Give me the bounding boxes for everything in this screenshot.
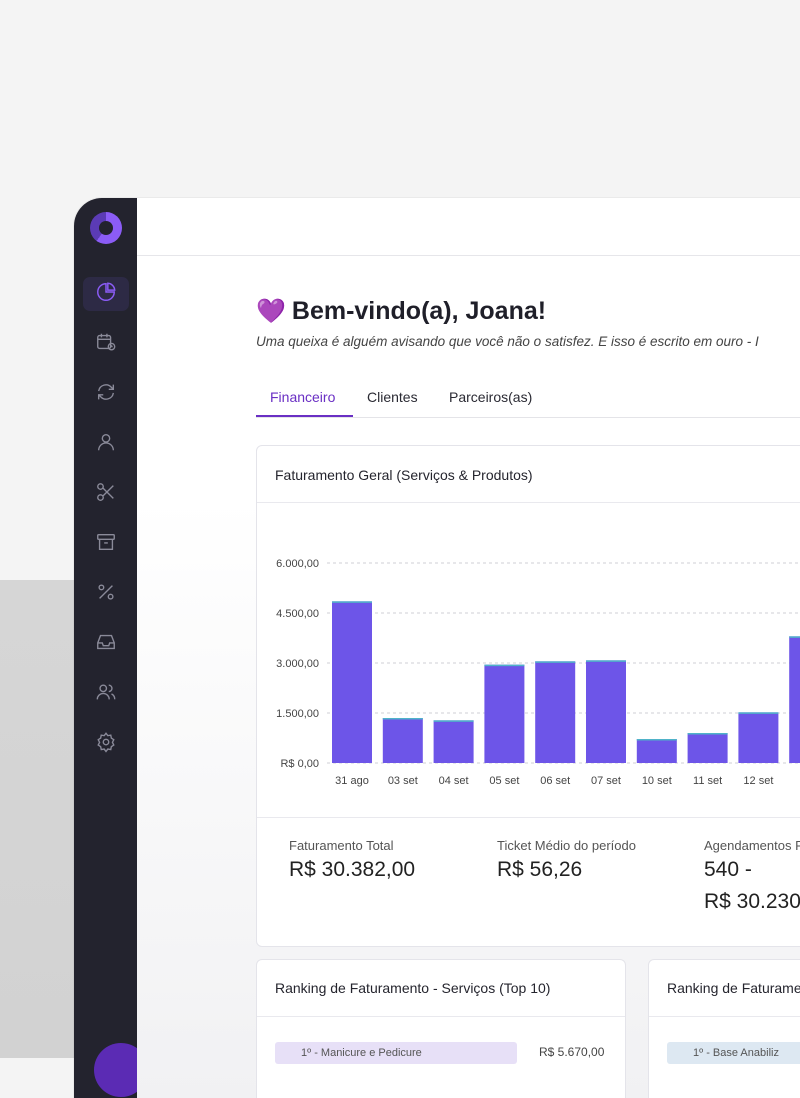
x-tick-label: 11 set <box>693 775 722 787</box>
app-window: 💜 Bem-vindo(a), Joana! Uma queixa é algu… <box>74 198 800 1098</box>
tab-financeiro[interactable]: Financeiro <box>270 389 336 405</box>
services-ranking-card: Ranking de Faturamento - Serviços (Top 1… <box>256 959 626 1098</box>
chart-bar-cap <box>738 712 779 714</box>
x-tick-label: 10 set <box>642 775 672 787</box>
chart-bar[interactable] <box>332 601 372 763</box>
refresh-icon <box>95 381 117 408</box>
dashboard-tabs: Financeiro Clientes Parceiros(as) <box>256 383 800 418</box>
y-tick-label: 4.500,00 <box>276 608 319 620</box>
x-tick-label: 31 ago <box>335 775 369 787</box>
ranking-item-bar: 1º - Manicure e Pedicure <box>275 1042 517 1064</box>
percent-icon <box>95 581 117 608</box>
stat-ticket-label: Ticket Médio do período <box>497 838 636 853</box>
y-tick-label: R$ 0,00 <box>280 758 319 770</box>
revenue-bar-chart: R$ 0,00 1.500,00 3.000,00 4.500,00 6.000,00 3… <box>276 558 800 787</box>
chart-bar-cap <box>433 720 474 722</box>
stat-total-value: R$ 30.382,00 <box>289 858 416 881</box>
chart-bar-cap <box>535 661 576 663</box>
motivational-quote: Uma queixa é alguém avisando que você nã… <box>256 334 759 349</box>
top-bar <box>137 198 800 256</box>
y-tick-label: 6.000,00 <box>276 558 319 570</box>
nav-partners[interactable] <box>83 677 129 711</box>
main-content: 💜 Bem-vindo(a), Joana! Uma queixa é algu… <box>137 198 800 1098</box>
chart-bar[interactable] <box>535 661 576 763</box>
pie-chart-icon <box>95 281 117 308</box>
chart-bar-cap <box>382 718 423 720</box>
nav-inbox[interactable] <box>83 627 129 661</box>
chart-bar-cap <box>789 636 800 638</box>
stats-divider <box>257 817 800 818</box>
chart-bar-cap <box>687 733 728 735</box>
chart-bar[interactable] <box>382 718 423 763</box>
x-tick-label: 07 set <box>591 775 621 787</box>
nav-products[interactable] <box>83 527 129 561</box>
card-divider <box>257 502 800 503</box>
nav-dashboard[interactable] <box>83 277 129 311</box>
services-ranking-title: Ranking de Faturamento - Serviços (Top 1… <box>275 980 551 996</box>
chart-bar[interactable] <box>789 636 800 763</box>
tab-parceiros[interactable]: Parceiros(as) <box>449 389 533 405</box>
y-tick-label: 3.000,00 <box>276 658 319 670</box>
archive-icon <box>95 531 117 558</box>
nav-appointments[interactable] <box>83 327 129 361</box>
inbox-icon <box>95 631 117 658</box>
chart-bar[interactable] <box>738 712 779 763</box>
chart-bar[interactable] <box>484 664 525 763</box>
app-logo[interactable] <box>90 212 122 244</box>
welcome-text: Bem-vindo(a), Joana! <box>291 297 547 325</box>
stat-appointments-count: 540 - <box>704 858 752 881</box>
active-tab-indicator <box>256 415 353 417</box>
sidebar <box>74 198 148 1098</box>
y-tick-label: 1.500,00 <box>276 708 319 720</box>
stat-total-label: Faturamento Total <box>289 838 394 853</box>
chart-bar[interactable] <box>687 733 728 763</box>
calendar-clock-icon <box>95 331 117 358</box>
card-divider <box>649 1016 800 1017</box>
revenue-card-title: Faturamento Geral (Serviços & Produtos) <box>275 467 533 483</box>
nav-settings[interactable] <box>83 727 129 761</box>
nav-promotions[interactable] <box>83 577 129 611</box>
products-ranking-title: Ranking de Faturame <box>667 980 800 996</box>
chart-bar-cap <box>484 664 525 667</box>
welcome-heading: 💜 Bem-vindo(a), Joana! <box>256 297 546 326</box>
chart-bar-cap <box>586 660 626 662</box>
stat-appointments-value: R$ 30.230 <box>704 890 800 913</box>
tab-clientes[interactable]: Clientes <box>367 389 418 405</box>
gear-icon <box>95 731 117 758</box>
purple-heart-icon: 💜 <box>256 297 286 325</box>
stat-ticket-value: R$ 56,26 <box>497 858 583 881</box>
nav-recurring[interactable] <box>83 377 129 411</box>
ranking-item-value: R$ 5.670,00 <box>539 1045 605 1059</box>
users-icon <box>95 681 117 708</box>
user-icon <box>95 431 117 458</box>
x-tick-label: 03 set <box>388 775 418 787</box>
x-tick-label: 06 set <box>540 775 570 787</box>
stat-appointments-label: Agendamentos F <box>704 838 800 853</box>
x-tick-label: 05 set <box>489 775 519 787</box>
revenue-card: Faturamento Geral (Serviços & Produtos) … <box>256 445 800 947</box>
x-tick-label: 12 set <box>743 775 773 787</box>
nav-services[interactable] <box>83 477 129 511</box>
chart-bar-cap <box>636 739 677 741</box>
chart-bar-cap <box>332 601 372 603</box>
nav-clients[interactable] <box>83 427 129 461</box>
products-ranking-card: Ranking de Faturame 1º - Base Anabiliz <box>648 959 800 1098</box>
x-tick-label: 04 set <box>439 775 469 787</box>
chart-bar[interactable] <box>636 739 677 763</box>
scissors-icon <box>95 481 117 508</box>
ranking-item-bar: 1º - Base Anabiliz <box>667 1042 800 1064</box>
chart-bar[interactable] <box>433 720 474 763</box>
card-divider <box>257 1016 625 1017</box>
chart-bar[interactable] <box>586 660 626 763</box>
